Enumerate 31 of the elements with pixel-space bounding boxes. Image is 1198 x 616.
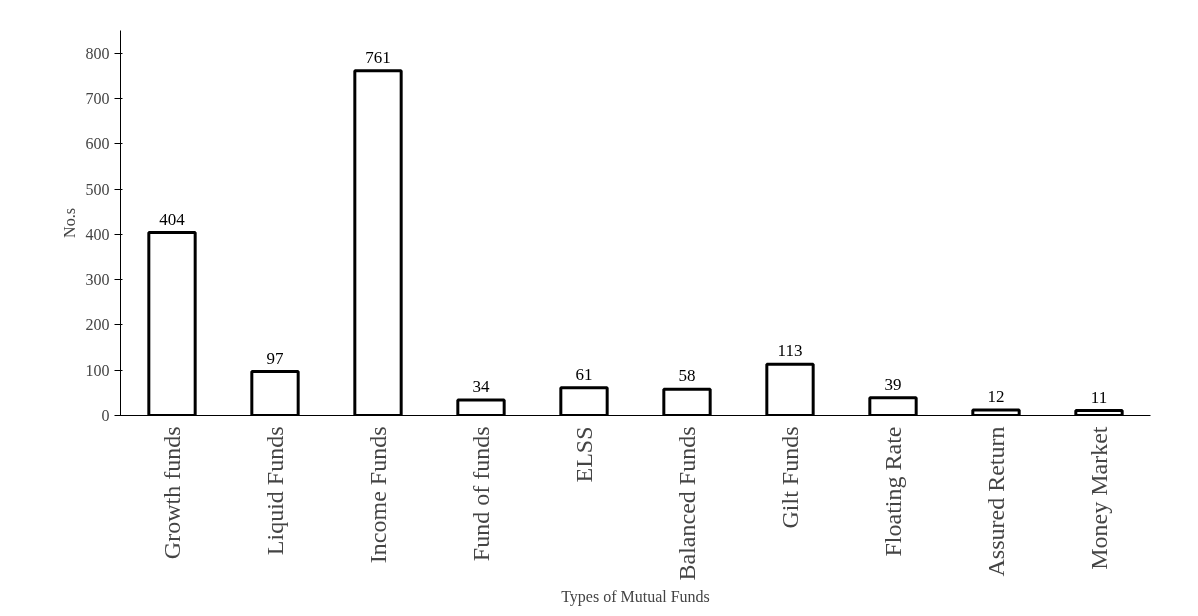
x-tick-label: Assured Return bbox=[983, 426, 1009, 577]
y-tick-label: 400 bbox=[85, 225, 110, 243]
data-label: 58 bbox=[678, 366, 696, 386]
data-label: 97 bbox=[266, 348, 284, 368]
data-label: 39 bbox=[884, 374, 902, 394]
x-tick-label: Gilt Funds bbox=[777, 426, 803, 529]
x-tick-label: Fund of funds bbox=[468, 426, 494, 562]
x-tick-label: ELSS bbox=[571, 426, 597, 483]
data-label: 113 bbox=[777, 341, 803, 361]
data-label: 761 bbox=[365, 47, 391, 67]
data-label: 61 bbox=[575, 364, 593, 384]
y-tick-label: 800 bbox=[85, 44, 110, 62]
data-label: 404 bbox=[159, 209, 186, 229]
y-tick-label: 300 bbox=[85, 271, 110, 289]
data-label: 12 bbox=[987, 387, 1005, 407]
y-tick-label: 100 bbox=[85, 361, 110, 379]
x-tick-label: Floating Rate bbox=[880, 426, 906, 557]
y-axis-title: No.s bbox=[60, 208, 78, 238]
x-tick-label: Growth funds bbox=[159, 426, 185, 560]
data-label: 34 bbox=[472, 377, 490, 397]
x-tick-label: Balanced Funds bbox=[674, 426, 700, 581]
y-tick-label: 500 bbox=[85, 180, 110, 198]
x-tick-label: Money Market bbox=[1086, 426, 1112, 570]
y-tick-label: 600 bbox=[85, 135, 110, 153]
y-tick-label: 200 bbox=[85, 316, 110, 334]
data-label: 11 bbox=[1090, 387, 1108, 407]
x-tick-label: Income Funds bbox=[365, 426, 391, 564]
y-tick-label: 0 bbox=[101, 407, 110, 424]
x-tick-label: Liquid Funds bbox=[262, 426, 288, 556]
y-tick-label: 700 bbox=[85, 89, 110, 107]
x-axis-title: Types of Mutual Funds bbox=[561, 588, 710, 607]
